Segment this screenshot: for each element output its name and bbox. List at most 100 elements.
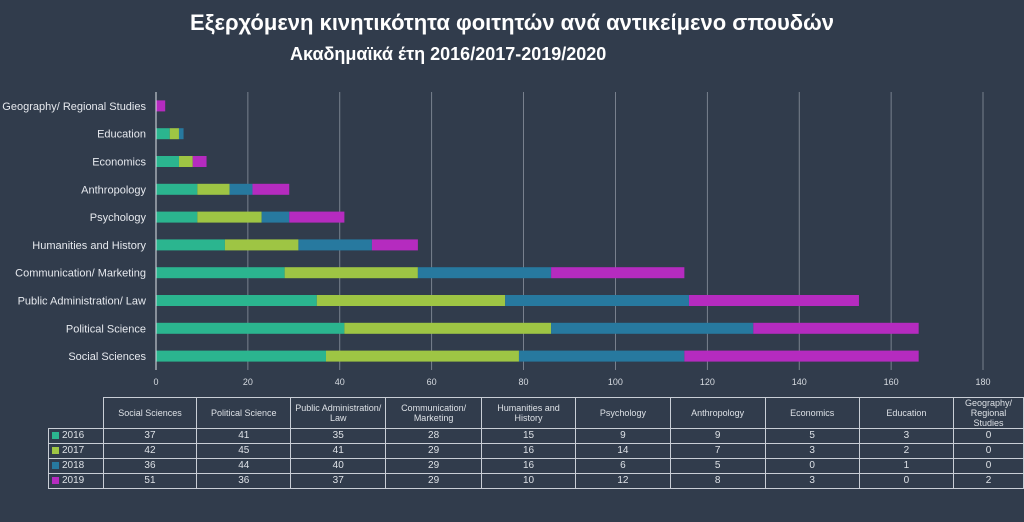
table-cell: 29 — [385, 443, 482, 459]
bar-segment-2018 — [505, 295, 689, 306]
table-cell: 9 — [575, 428, 671, 444]
x-tick-label: 100 — [608, 377, 623, 387]
table-cell: 0 — [952, 428, 1024, 444]
bar-segment-2017 — [224, 239, 299, 251]
bar-segment-2016 — [156, 295, 317, 306]
legend-swatch — [52, 446, 59, 454]
table-column-header: Humanities and History — [480, 397, 577, 429]
bar-segment-2018 — [417, 267, 552, 279]
table-row: 2019 51 36 37 29 10 12 8 3 0 2 — [48, 473, 1024, 489]
category-label: Economics — [92, 157, 146, 169]
table-cell: 36 — [102, 458, 198, 474]
table-cell: 45 — [196, 443, 292, 459]
table-cell: 8 — [669, 473, 766, 489]
table-cell: 37 — [102, 428, 198, 444]
stacked-bar-chart: Social Sciences Political Science Public A… — [2, 92, 991, 387]
table-cell: 0 — [952, 443, 1024, 459]
category-label: Humanities and History — [32, 240, 146, 252]
table-cell: 10 — [480, 473, 577, 489]
x-tick-label: 140 — [792, 377, 807, 387]
table-column-header: Communication/ Marketing — [385, 397, 482, 429]
table-cell: 12 — [575, 473, 671, 489]
table-cell: 36 — [196, 473, 292, 489]
x-tick-label: 80 — [519, 377, 529, 387]
category-label: Social Sciences — [68, 351, 146, 363]
chart-title: Εξερχόμενη κινητικότητα φοιτητών ανά αντ… — [190, 10, 834, 35]
bar-segment-2019 — [371, 239, 418, 251]
bar-segment-2016 — [156, 183, 198, 195]
bar-segment-2016 — [156, 156, 179, 167]
table-corner — [48, 397, 104, 429]
table-cell: 0 — [858, 473, 954, 489]
table-cell: 37 — [290, 473, 387, 489]
category-label: Psychology — [90, 212, 147, 224]
legend-label: 2017 — [62, 445, 85, 456]
table-cell: 42 — [102, 443, 198, 459]
legend-entry: 2016 — [48, 428, 104, 444]
bar-segment-2018 — [551, 322, 754, 334]
bar-segment-2017 — [169, 128, 179, 140]
x-axis-ticks: 0 20 40 60 80 100 120 140 160 180 — [153, 377, 990, 387]
table-cell: 6 — [575, 458, 671, 474]
bar-segment-2016 — [156, 128, 170, 140]
category-label: Communication/ Marketing — [15, 268, 146, 280]
table-cell: 5 — [764, 428, 860, 444]
table-cell: 16 — [480, 443, 577, 459]
bar-segment-2017 — [197, 211, 262, 223]
chart-subtitle: Ακαδημαϊκά έτη 2016/2017-2019/2020 — [290, 44, 607, 64]
table-column-header: Anthropology — [669, 397, 766, 429]
table-cell: 2 — [858, 443, 954, 459]
bar-segment-2019 — [289, 211, 345, 223]
legend-entry: 2018 — [48, 458, 104, 474]
table-cell: 0 — [764, 458, 860, 474]
x-tick-label: 20 — [243, 377, 253, 387]
bar-segment-2019 — [252, 183, 290, 195]
table-cell: 3 — [858, 428, 954, 444]
table-cell: 7 — [669, 443, 766, 459]
legend-entry: 2017 — [48, 443, 104, 459]
bar-segment-2019 — [551, 267, 685, 279]
table-column-header: Education — [858, 397, 954, 429]
table-cell: 41 — [290, 443, 387, 459]
x-tick-label: 40 — [335, 377, 345, 387]
category-label: Political Science — [66, 323, 146, 335]
bar-segment-2018 — [229, 183, 253, 195]
bar-segment-2017 — [197, 183, 230, 195]
legend-swatch — [52, 461, 59, 469]
x-tick-label: 0 — [153, 377, 158, 387]
table-cell: 1 — [858, 458, 954, 474]
bar-segment-2018 — [518, 350, 685, 362]
table-cell: 28 — [385, 428, 482, 444]
category-labels: Social Sciences Political Science Public A… — [2, 101, 146, 363]
table-cell: 41 — [196, 428, 292, 444]
legend-label: 2016 — [62, 430, 85, 441]
bar-segment-2016 — [156, 322, 345, 334]
legend-swatch — [52, 431, 59, 439]
table-cell: 5 — [669, 458, 766, 474]
x-tick-label: 120 — [700, 377, 715, 387]
table-cell: 29 — [385, 473, 482, 489]
bar-segment-2016 — [156, 267, 285, 279]
table-cell: 44 — [196, 458, 292, 474]
bar-segment-2019 — [688, 295, 859, 306]
legend-entry: 2019 — [48, 473, 104, 489]
table-header-row: Social Sciences Political Science Public A… — [48, 397, 1024, 429]
table-cell: 35 — [290, 428, 387, 444]
table-column-header: Psychology — [575, 397, 671, 429]
bar-segment-2019 — [192, 156, 207, 167]
category-label: Geography/ Regional Studies — [2, 101, 146, 113]
table-column-header: Social Sciences — [102, 397, 198, 429]
bar-segment-2017 — [178, 156, 193, 167]
bar-segment-2017 — [284, 267, 418, 279]
table-cell: 0 — [952, 458, 1024, 474]
x-tick-label: 180 — [975, 377, 990, 387]
table-column-header: Public Administration/ Law — [290, 397, 387, 429]
legend-swatch — [52, 476, 59, 484]
table-cell: 29 — [385, 458, 482, 474]
table-cell: 14 — [575, 443, 671, 459]
category-label: Public Administration/ Law — [18, 296, 146, 308]
table-column-header: Geography/ Regional Studies — [952, 397, 1024, 429]
x-tick-label: 160 — [884, 377, 899, 387]
legend-label: 2019 — [62, 475, 85, 486]
bar-segment-2019 — [156, 100, 166, 112]
